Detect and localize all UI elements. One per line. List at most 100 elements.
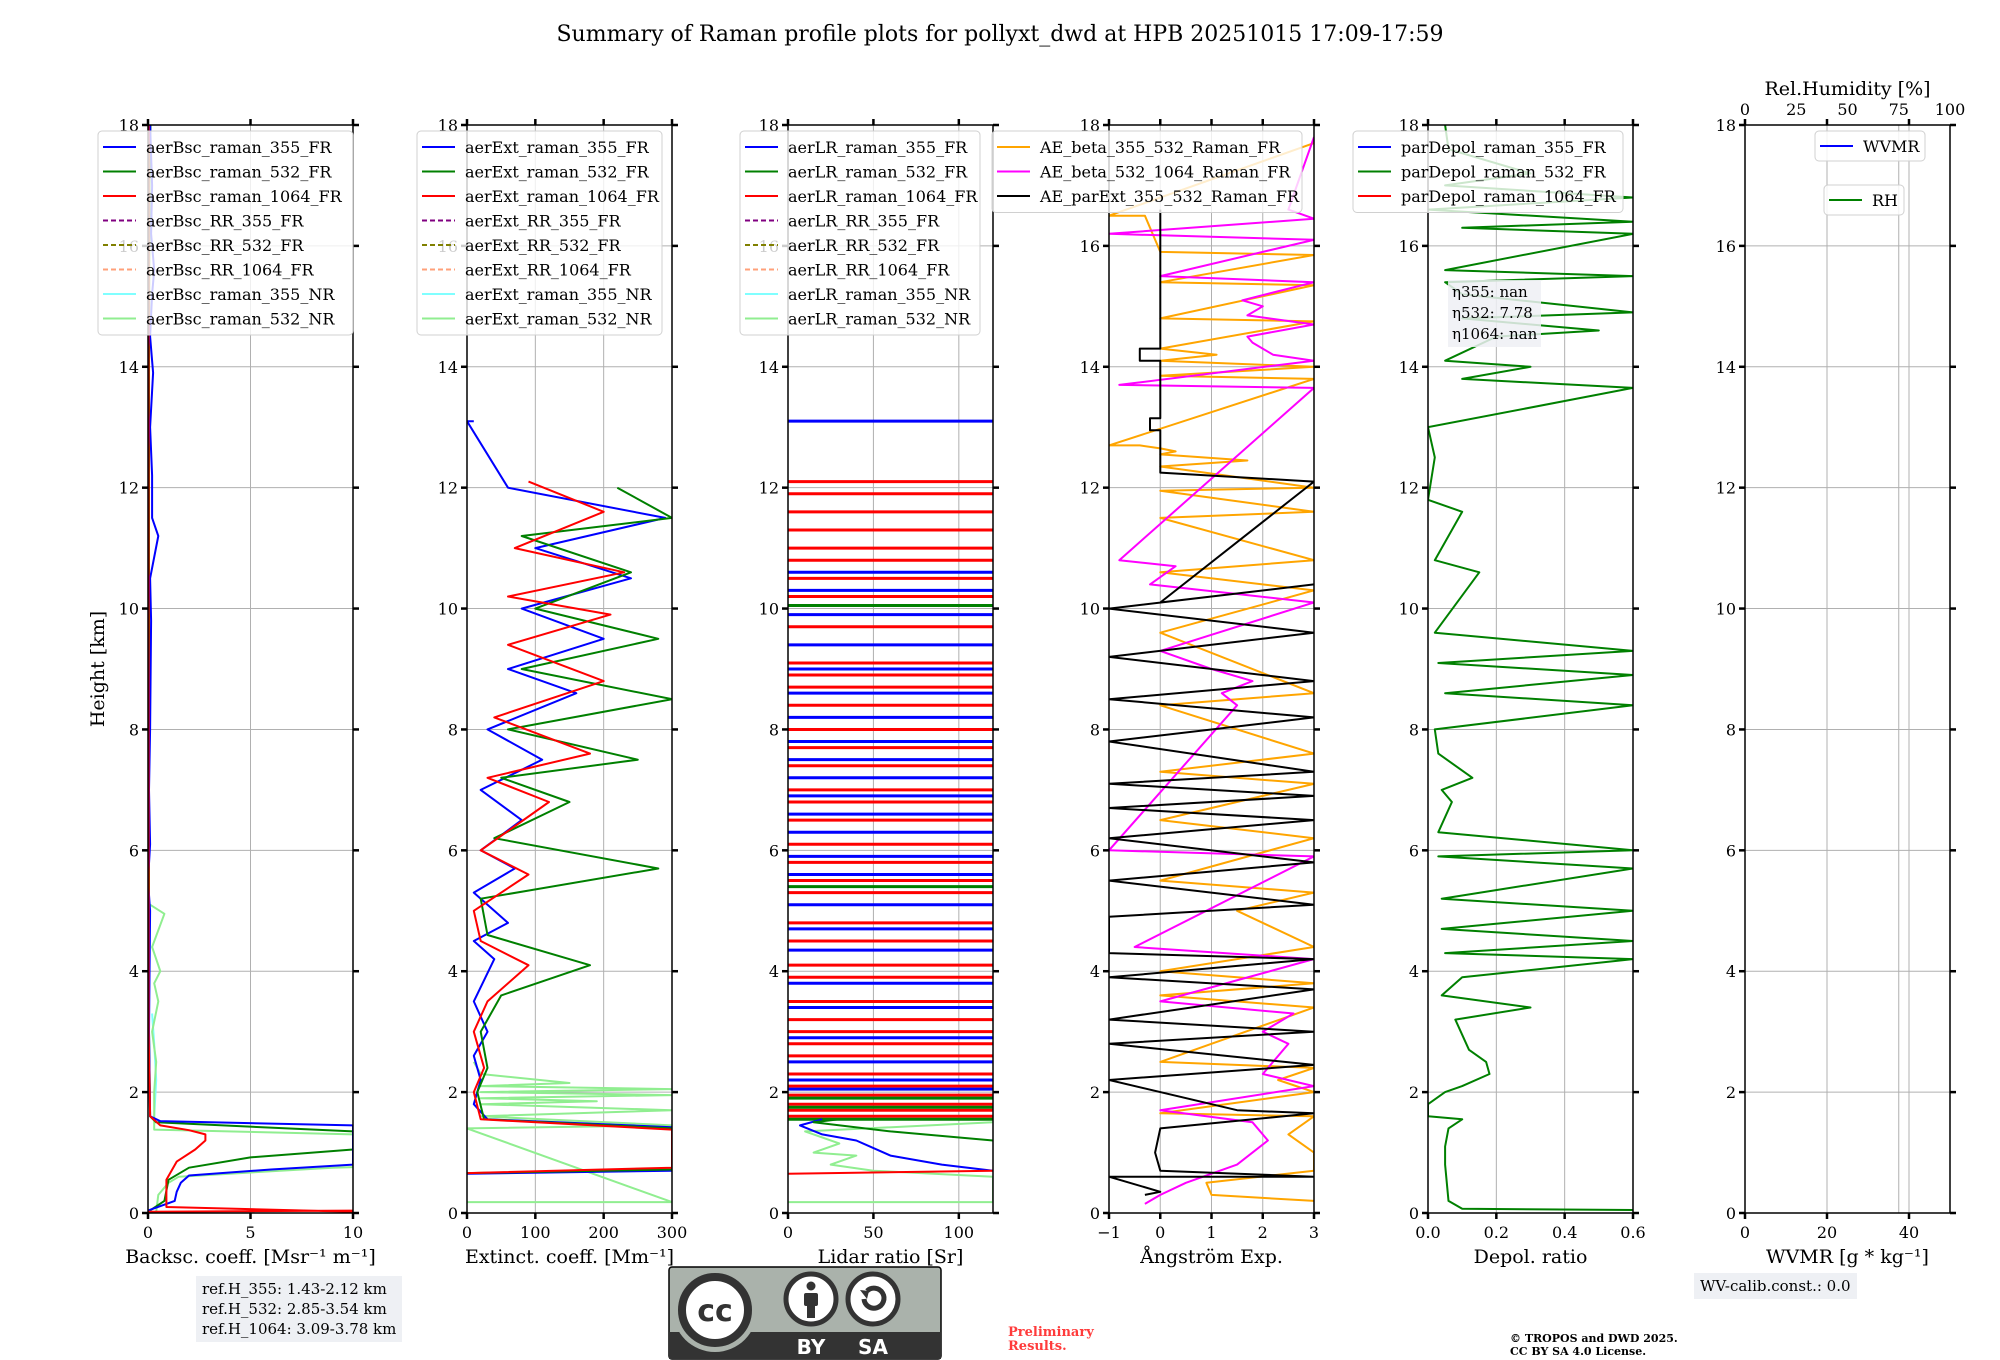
legend-label: WVMR: [1863, 137, 1920, 156]
ref-heights-box: ref.H_355: 1.43-2.12 km ref.H_532: 2.85-…: [196, 1276, 403, 1342]
eta-1064: η1064: nan: [1452, 325, 1538, 343]
legend-label: aerExt_RR_532_FR: [465, 236, 622, 255]
x-tick-label: 0: [143, 1223, 153, 1242]
x-axis-label: Backsc. coeff. [Msr⁻¹ m⁻¹]: [125, 1246, 376, 1268]
y-tick-label: 4: [1726, 962, 1736, 981]
y-tick-label: 10: [119, 600, 139, 619]
legend-box: [1352, 130, 1624, 213]
series-aerExt_raman_355_FR: [467, 420, 672, 1175]
legend-label: parDepol_raman_355_FR: [1401, 138, 1607, 157]
legend-box: [416, 130, 663, 336]
y-tick-label: 12: [119, 479, 139, 498]
y-tick-label: 6: [1726, 841, 1736, 860]
legend-label: aerExt_RR_355_FR: [465, 212, 622, 231]
y-tick-label: 4: [448, 962, 458, 981]
x-top-tick-label: 75: [1889, 100, 1909, 119]
y-tick-label: 2: [129, 1083, 139, 1102]
y-tick-label: 14: [438, 358, 458, 377]
y-tick-label: 12: [438, 479, 458, 498]
y-tick-label: 16: [1399, 237, 1419, 256]
legend-label: aerLR_RR_532_FR: [788, 236, 940, 255]
x-tick-label: 300: [657, 1223, 688, 1242]
y-tick-label: 2: [1090, 1083, 1100, 1102]
x-tick-label: 0: [783, 1223, 793, 1242]
y-tick-label: 8: [1409, 720, 1419, 739]
y-tick-label: 4: [769, 962, 779, 981]
series-AE_parExt_355_532_Raman_FR: [1109, 209, 1314, 1196]
y-tick-label: 18: [1716, 116, 1736, 135]
y-tick-label: 10: [1716, 600, 1736, 619]
y-tick-label: 6: [769, 841, 779, 860]
x-axis-label: Depol. ratio: [1474, 1246, 1588, 1268]
y-tick-label: 2: [1409, 1083, 1419, 1102]
y-tick-label: 14: [759, 358, 779, 377]
y-axis-label: Height [km]: [87, 611, 109, 727]
y-tick-label: 6: [1090, 841, 1100, 860]
legend-label: aerBsc_raman_355_NR: [146, 285, 335, 304]
x-tick-label: 100: [520, 1223, 551, 1242]
ref-height-355: ref.H_355: 1.43-2.12 km: [202, 1280, 387, 1298]
x-tick-label: 0: [1155, 1223, 1165, 1242]
y-tick-label: 10: [759, 600, 779, 619]
y-tick-label: 6: [129, 841, 139, 860]
x-top-tick-label: 0: [1740, 100, 1750, 119]
legend-label: aerBsc_raman_355_FR: [146, 138, 332, 157]
y-tick-label: 14: [1716, 358, 1736, 377]
axes-frame: [1744, 124, 1951, 1214]
y-tick-label: 18: [759, 116, 779, 135]
series-aerBsc_raman_532_NR: [149, 903, 353, 1212]
y-tick-label: 8: [448, 720, 458, 739]
x-tick-label: 0.6: [1620, 1223, 1645, 1242]
plot-area: [788, 419, 993, 1204]
x-tick-label: 200: [588, 1223, 619, 1242]
x-tick-label: 40: [1899, 1223, 1919, 1242]
y-tick-label: 12: [1080, 479, 1100, 498]
ref-height-532: ref.H_532: 2.85-3.54 km: [202, 1300, 387, 1318]
series-aerExt_raman_532_FR: [467, 486, 672, 1175]
y-tick-label: 10: [438, 600, 458, 619]
sa-icon: [845, 1271, 901, 1327]
legend-label: aerExt_raman_532_FR: [465, 163, 650, 182]
y-tick-label: 12: [1716, 479, 1736, 498]
cc-icon: [678, 1273, 752, 1347]
y-tick-label: 16: [1716, 237, 1736, 256]
series-aerExt_raman_1064_FR: [467, 480, 672, 1175]
wv-calib-text: WV-calib.const.: 0.0: [1700, 1277, 1851, 1295]
series-aerLR_raman_355_FR: [799, 1118, 993, 1172]
x-tick-label: 0: [1740, 1223, 1750, 1242]
x-axis-label: Ångström Exp.: [1139, 1246, 1283, 1268]
legend-label: aerBsc_raman_532_FR: [146, 163, 332, 182]
x-tick-label: 50: [863, 1223, 883, 1242]
y-tick-label: 14: [119, 358, 139, 377]
y-tick-label: 6: [448, 841, 458, 860]
copyright-line-1: © TROPOS and DWD 2025.: [1510, 1332, 1678, 1345]
x-tick-label: 0.4: [1552, 1223, 1577, 1242]
legend-label: aerBsc_RR_532_FR: [146, 236, 304, 255]
legend-label: aerExt_raman_355_NR: [465, 285, 653, 304]
copyright-line-2: CC BY SA 4.0 License.: [1510, 1345, 1647, 1358]
axes-frame: [1427, 124, 1634, 1214]
y-tick-label: 18: [1080, 116, 1100, 135]
y-tick-label: 0: [1090, 1204, 1100, 1223]
eta-box: η355: nan η532: 7.78 η1064: nan: [1448, 280, 1542, 347]
y-tick-label: 0: [1726, 1204, 1736, 1223]
legend-label: parDepol_raman_532_FR: [1401, 163, 1607, 182]
x-tick-label: 10: [343, 1223, 363, 1242]
y-tick-label: 18: [438, 116, 458, 135]
y-tick-label: 8: [1726, 720, 1736, 739]
legend-box: [1814, 130, 1926, 162]
x-axis-label: WVMR [g * kg⁻¹]: [1766, 1246, 1929, 1268]
legend-label: aerLR_raman_355_NR: [788, 285, 971, 304]
axes-frame: [466, 124, 673, 1214]
y-tick-label: 8: [129, 720, 139, 739]
x-tick-label: 20: [1817, 1223, 1837, 1242]
y-tick-label: 0: [769, 1204, 779, 1223]
y-tick-label: 2: [448, 1083, 458, 1102]
x-tick-label: 3: [1309, 1223, 1319, 1242]
legend-label: aerLR_raman_532_NR: [788, 310, 971, 329]
y-tick-label: 12: [759, 479, 779, 498]
x-tick-label: 0.0: [1415, 1223, 1440, 1242]
eta-355: η355: nan: [1452, 283, 1528, 301]
legend-label: aerLR_raman_355_FR: [788, 138, 968, 157]
